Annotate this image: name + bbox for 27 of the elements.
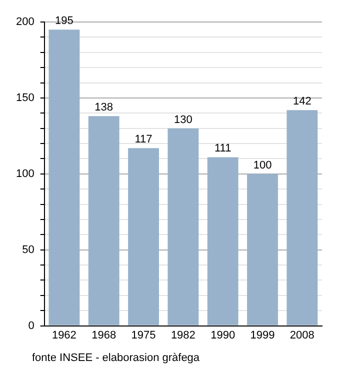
bar	[88, 116, 120, 326]
bar	[247, 174, 278, 326]
x-tick-label: 2008	[290, 329, 314, 342]
data-label: 117	[134, 134, 152, 146]
bar	[207, 157, 238, 326]
data-label: 130	[174, 114, 192, 126]
bar	[48, 30, 80, 326]
y-tick-label: 150	[16, 92, 34, 104]
source-note: fonte INSEE - elaborasion gràfega	[32, 352, 200, 364]
bar	[168, 128, 199, 326]
data-label: 142	[292, 96, 312, 108]
x-tick-label: 1999	[250, 329, 275, 342]
y-tick-label: 200	[16, 16, 34, 28]
x-tick-label: 1962	[52, 329, 76, 342]
data-label: 100	[253, 159, 272, 172]
y-tick-label: 0	[28, 320, 34, 332]
y-tick-label: 50	[22, 244, 34, 256]
x-tick-label: 1990	[210, 329, 236, 342]
x-tick-label: 1975	[131, 329, 156, 342]
x-tick-label: 1982	[170, 329, 196, 342]
data-label: 111	[214, 142, 232, 155]
data-label: 138	[94, 102, 114, 114]
bar	[286, 110, 318, 326]
x-tick-label: 1968	[92, 329, 116, 342]
bar	[128, 148, 159, 326]
y-tick-label: 100	[16, 168, 34, 180]
data-label: 195	[55, 15, 74, 28]
